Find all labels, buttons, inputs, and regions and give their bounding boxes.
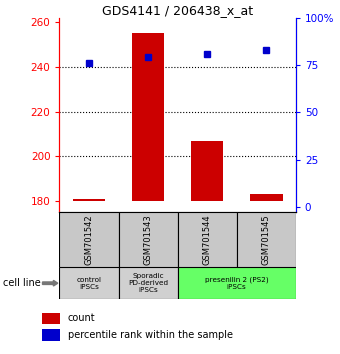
Bar <box>73 199 105 201</box>
Bar <box>237 212 296 267</box>
Text: presenilin 2 (PS2)
iPSCs: presenilin 2 (PS2) iPSCs <box>205 276 269 290</box>
Bar <box>250 194 283 201</box>
Text: count: count <box>68 313 96 323</box>
Text: GSM701542: GSM701542 <box>85 215 94 265</box>
Text: Sporadic
PD-derived
iPSCs: Sporadic PD-derived iPSCs <box>128 273 168 293</box>
Title: GDS4141 / 206438_x_at: GDS4141 / 206438_x_at <box>102 4 253 17</box>
Bar <box>177 267 296 299</box>
Bar <box>42 329 60 341</box>
Bar <box>119 212 177 267</box>
Text: GSM701545: GSM701545 <box>262 215 271 265</box>
Text: GSM701544: GSM701544 <box>203 215 212 265</box>
Bar <box>42 313 60 324</box>
Bar <box>59 267 119 299</box>
Text: GSM701543: GSM701543 <box>143 215 153 265</box>
Text: cell line: cell line <box>3 278 41 288</box>
Bar <box>177 212 237 267</box>
Text: percentile rank within the sample: percentile rank within the sample <box>68 330 233 340</box>
Bar <box>132 33 164 201</box>
Bar <box>59 212 119 267</box>
Bar <box>119 267 177 299</box>
Text: control
IPSCs: control IPSCs <box>76 277 102 290</box>
Bar <box>191 141 223 201</box>
